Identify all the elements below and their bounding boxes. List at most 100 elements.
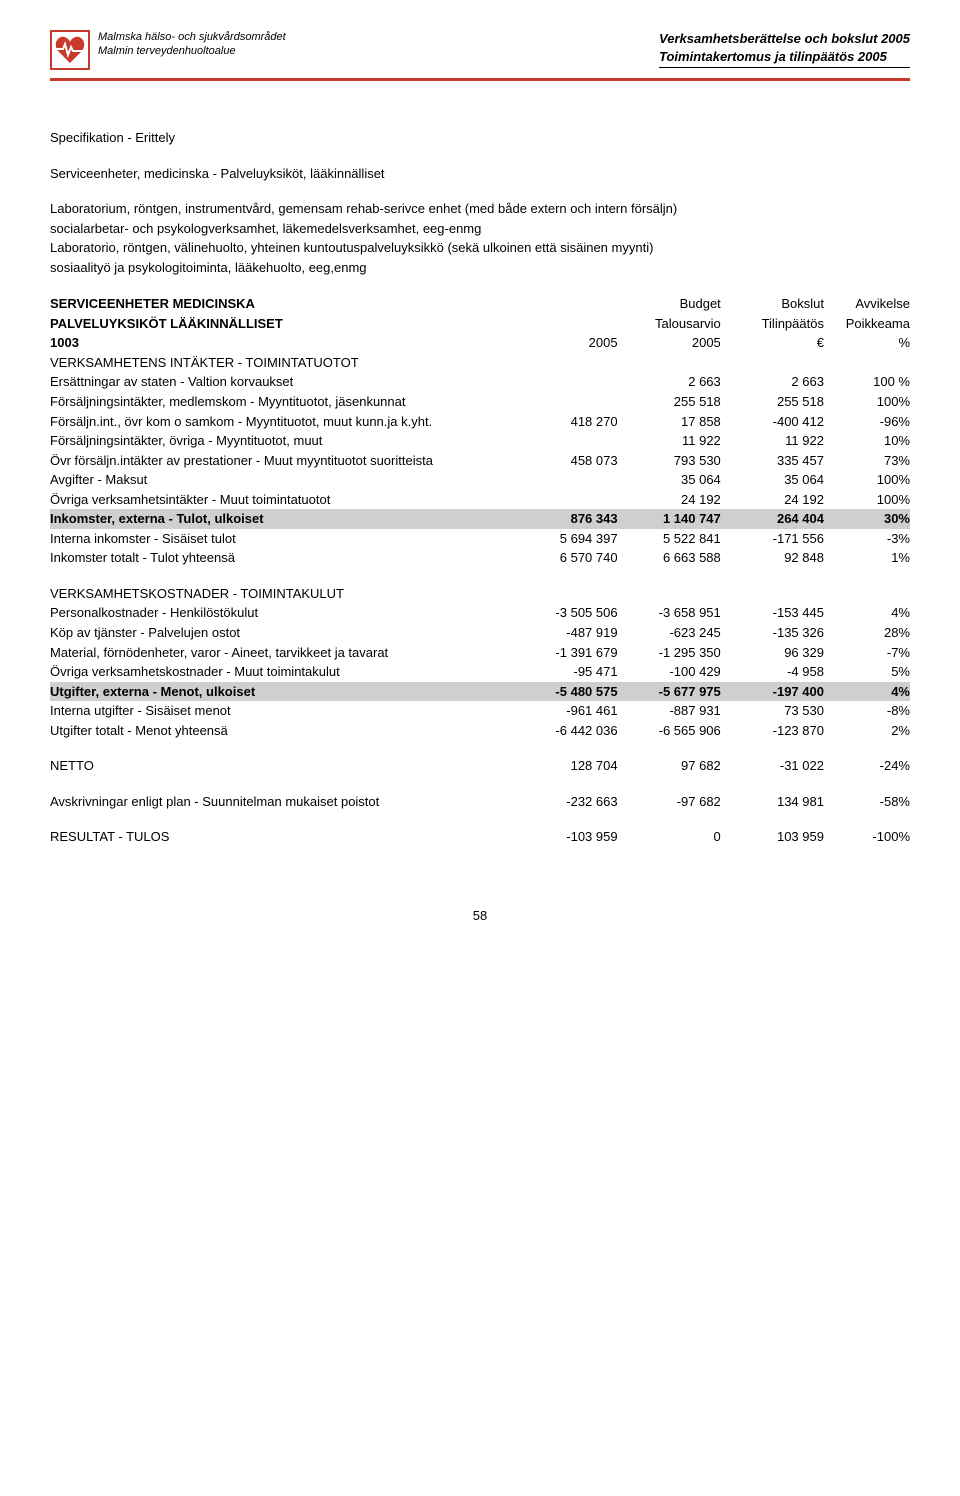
- section-title-row: VERKSAMHETENS INTÄKTER - TOIMINTATUOTOT: [50, 353, 910, 373]
- cell: -3 658 951: [618, 603, 721, 623]
- head3-c3: 2005: [618, 333, 721, 353]
- cell: -171 556: [721, 529, 824, 549]
- cell: 5 522 841: [618, 529, 721, 549]
- netto-c1: 128 704: [514, 756, 617, 776]
- result-row: RESULTAT - TULOS -103 959 0 103 959 -100…: [50, 827, 910, 847]
- hl1-c3: 264 404: [721, 509, 824, 529]
- cell: [514, 470, 617, 490]
- avsk-row: Avskrivningar enligt plan - Suunnitelman…: [50, 792, 910, 812]
- head3-c2: 2005: [514, 333, 617, 353]
- cell: Försäljningsintäkter, övriga - Myyntituo…: [50, 431, 514, 451]
- cell: 335 457: [721, 451, 824, 471]
- head2-c4: Poikkeama: [824, 314, 910, 334]
- spacer: [50, 811, 910, 827]
- cell: Övr försäljn.intäkter av prestationer - …: [50, 451, 514, 471]
- result-c3: 103 959: [721, 827, 824, 847]
- netto-label: NETTO: [50, 756, 514, 776]
- cell: 2 663: [618, 372, 721, 392]
- table-row: Interna utgifter - Sisäiset menot-961 46…: [50, 701, 910, 721]
- cell: Inkomster totalt - Tulot yhteensä: [50, 548, 514, 568]
- cell: -1 295 350: [618, 643, 721, 663]
- cell: 100%: [824, 392, 910, 412]
- cell: -153 445: [721, 603, 824, 623]
- title-line1: Verksamhetsberättelse och bokslut 2005: [659, 30, 910, 48]
- table-row: Övriga verksamhetskostnader - Muut toimi…: [50, 662, 910, 682]
- cell: -3%: [824, 529, 910, 549]
- cell: 4%: [824, 603, 910, 623]
- cell: Ersättningar av staten - Valtion korvauk…: [50, 372, 514, 392]
- table-row: Ersättningar av staten - Valtion korvauk…: [50, 372, 910, 392]
- cell: 11 922: [618, 431, 721, 451]
- cell: Övriga verksamhetskostnader - Muut toimi…: [50, 662, 514, 682]
- cell: Avgifter - Maksut: [50, 470, 514, 490]
- table-row: Interna inkomster - Sisäiset tulot5 694 …: [50, 529, 910, 549]
- highlight-row: Utgifter, externa - Menot, ulkoiset -5 4…: [50, 682, 910, 702]
- cell: -887 931: [618, 701, 721, 721]
- cell: -3 505 506: [514, 603, 617, 623]
- cell: Försäljn.int., övr kom o samkom - Myynti…: [50, 412, 514, 432]
- result-label: RESULTAT - TULOS: [50, 827, 514, 847]
- cell: Försäljningsintäkter, medlemskom - Myynt…: [50, 392, 514, 412]
- avsk-c3: 134 981: [721, 792, 824, 812]
- cell: 6 570 740: [514, 548, 617, 568]
- cell: Personalkostnader - Henkilöstökulut: [50, 603, 514, 623]
- cell: 100%: [824, 470, 910, 490]
- cell: -487 919: [514, 623, 617, 643]
- table-head-row: PALVELUYKSIKÖT LÄÄKINNÄLLISET Talousarvi…: [50, 314, 910, 334]
- cell: 793 530: [618, 451, 721, 471]
- cell: 5%: [824, 662, 910, 682]
- netto-c2: 97 682: [618, 756, 721, 776]
- cell: -95 471: [514, 662, 617, 682]
- cell: -6 565 906: [618, 721, 721, 741]
- spec-para3: Laboratorio, röntgen, välinehuolto, yhte…: [50, 239, 910, 257]
- spec-body: Laboratorium, röntgen, instrumentvård, g…: [50, 200, 910, 276]
- result-c1: -103 959: [514, 827, 617, 847]
- org-logo-icon: [50, 30, 90, 70]
- head1-c4: Avvikelse: [824, 294, 910, 314]
- cell: -6 442 036: [514, 721, 617, 741]
- hl2-c2: -5 677 975: [618, 682, 721, 702]
- cell: 1%: [824, 548, 910, 568]
- spec-subtitle: Serviceenheter, medicinska - Palveluyksi…: [50, 165, 910, 183]
- page-header: Malmska hälso- och sjukvårdsområdet Malm…: [50, 30, 910, 81]
- netto-c3: -31 022: [721, 756, 824, 776]
- cell: 255 518: [721, 392, 824, 412]
- hl1-c2: 1 140 747: [618, 509, 721, 529]
- spec-title: Specifikation - Erittely: [50, 129, 910, 147]
- cell: 6 663 588: [618, 548, 721, 568]
- spec-para2: socialarbetar- och psykologverksamhet, l…: [50, 220, 910, 238]
- head2-c1: [514, 314, 617, 334]
- cell: 24 192: [618, 490, 721, 510]
- table-row: Material, förnödenheter, varor - Aineet,…: [50, 643, 910, 663]
- avsk-c1: -232 663: [514, 792, 617, 812]
- org-line2: Malmin terveydenhuoltoalue: [98, 44, 286, 58]
- page-number: 58: [50, 907, 910, 925]
- result-c2: 0: [618, 827, 721, 847]
- table-row: Övr försäljn.intäkter av prestationer - …: [50, 451, 910, 471]
- spacer: [50, 776, 910, 792]
- cell: 2%: [824, 721, 910, 741]
- table-row: Utgifter totalt - Menot yhteensä-6 442 0…: [50, 721, 910, 741]
- cell: -135 326: [721, 623, 824, 643]
- table-row: Personalkostnader - Henkilöstökulut-3 50…: [50, 603, 910, 623]
- avsk-c4: -58%: [824, 792, 910, 812]
- head3-c3b: €: [721, 333, 824, 353]
- hl2-c3: -197 400: [721, 682, 824, 702]
- cell: 255 518: [618, 392, 721, 412]
- head1-c3: Bokslut: [721, 294, 824, 314]
- avsk-label: Avskrivningar enligt plan - Suunnitelman…: [50, 792, 514, 812]
- cell: 35 064: [721, 470, 824, 490]
- section-title-row: VERKSAMHETSKOSTNADER - TOIMINTAKULUT: [50, 584, 910, 604]
- cell: 92 848: [721, 548, 824, 568]
- doc-title: Verksamhetsberättelse och bokslut 2005 T…: [659, 30, 910, 68]
- cell: -4 958: [721, 662, 824, 682]
- cell: 10%: [824, 431, 910, 451]
- cell: 35 064: [618, 470, 721, 490]
- head1-c1: [514, 294, 617, 314]
- cell: -8%: [824, 701, 910, 721]
- cell: 2 663: [721, 372, 824, 392]
- cell: Interna utgifter - Sisäiset menot: [50, 701, 514, 721]
- hl1-c1: 876 343: [514, 509, 617, 529]
- financial-table: SERVICEENHETER MEDICINSKA Budget Bokslut…: [50, 294, 910, 847]
- head3-label: 1003: [50, 333, 514, 353]
